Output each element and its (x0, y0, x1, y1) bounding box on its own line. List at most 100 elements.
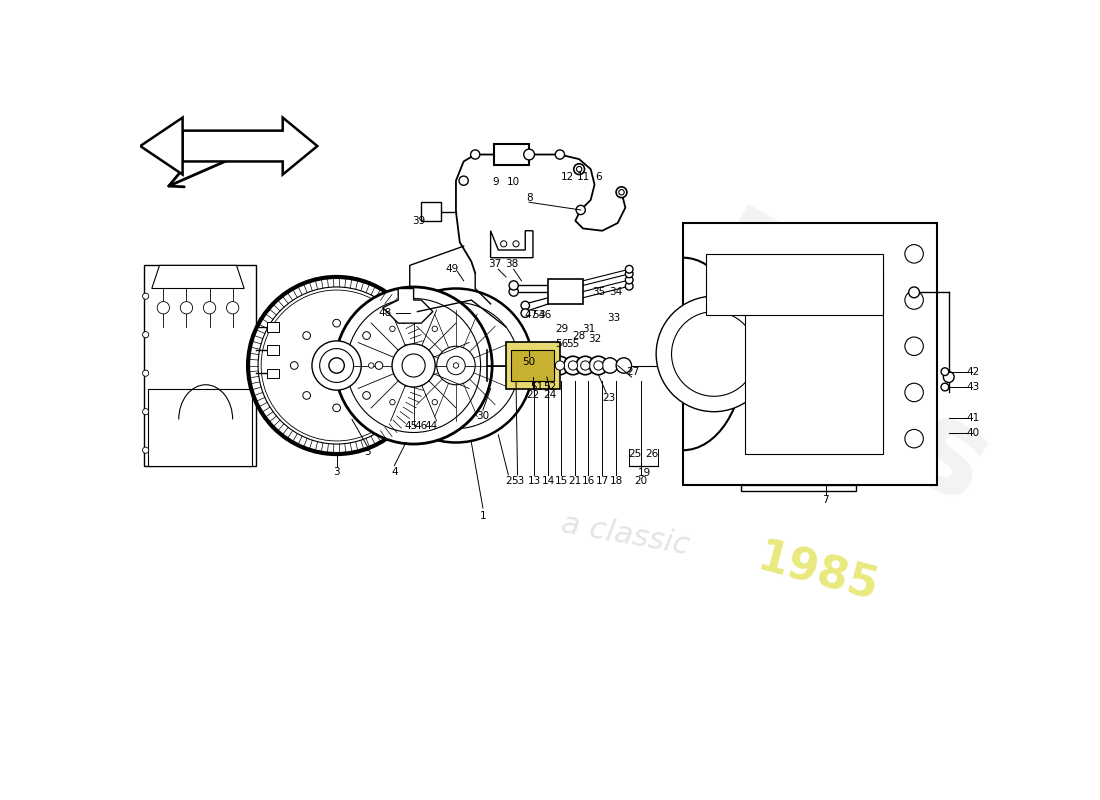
Text: 38: 38 (505, 259, 518, 269)
Polygon shape (144, 266, 255, 466)
Circle shape (346, 298, 481, 433)
Text: 25: 25 (628, 449, 641, 459)
Text: 51: 51 (530, 382, 543, 392)
Circle shape (616, 358, 631, 373)
Circle shape (513, 241, 519, 247)
Text: 32: 32 (587, 334, 602, 343)
Circle shape (671, 311, 757, 396)
Text: 15: 15 (554, 476, 568, 486)
Text: 5: 5 (364, 446, 371, 457)
Bar (267, 369, 279, 378)
Text: 48: 48 (378, 308, 392, 318)
Bar (548, 279, 583, 304)
Circle shape (625, 270, 634, 278)
Circle shape (905, 430, 923, 448)
Circle shape (143, 409, 148, 414)
Circle shape (556, 150, 564, 159)
Text: 39: 39 (412, 216, 426, 226)
Circle shape (143, 370, 148, 376)
Circle shape (332, 319, 341, 327)
Circle shape (905, 245, 923, 263)
Circle shape (625, 282, 634, 290)
Circle shape (576, 166, 582, 172)
Circle shape (368, 363, 374, 368)
Text: 7: 7 (822, 495, 829, 506)
Text: 24: 24 (543, 390, 557, 400)
Circle shape (453, 363, 459, 368)
Text: 16: 16 (582, 476, 595, 486)
Text: Eur: Eur (678, 200, 943, 423)
Text: 52: 52 (543, 382, 557, 392)
Circle shape (471, 150, 480, 159)
Circle shape (909, 287, 920, 298)
Text: 20: 20 (635, 476, 647, 486)
Bar (745, 270, 883, 454)
Text: 18: 18 (609, 476, 623, 486)
Circle shape (227, 302, 239, 314)
Text: 1985: 1985 (752, 537, 883, 610)
Text: 22: 22 (526, 390, 540, 400)
Circle shape (363, 332, 371, 339)
Circle shape (312, 341, 361, 390)
Circle shape (459, 176, 469, 186)
Circle shape (940, 368, 948, 375)
Circle shape (157, 302, 169, 314)
Bar (512, 350, 553, 381)
Circle shape (574, 164, 584, 174)
Circle shape (258, 287, 415, 444)
Text: 45: 45 (405, 421, 418, 430)
Text: 43: 43 (967, 382, 980, 392)
Text: 44: 44 (425, 421, 438, 430)
Text: 23: 23 (602, 393, 615, 403)
Text: 31: 31 (582, 323, 595, 334)
Circle shape (375, 362, 383, 370)
Circle shape (261, 290, 412, 441)
Text: ces: ces (748, 309, 1011, 530)
Circle shape (576, 356, 594, 374)
Circle shape (329, 358, 344, 373)
Polygon shape (491, 230, 534, 258)
Polygon shape (183, 118, 318, 174)
Circle shape (563, 356, 582, 374)
Circle shape (143, 447, 148, 454)
Text: 54: 54 (532, 310, 546, 321)
Text: 1: 1 (480, 510, 486, 521)
Text: 50: 50 (522, 357, 536, 366)
Text: 30: 30 (476, 410, 490, 421)
Text: 41: 41 (967, 413, 980, 423)
Bar (421, 202, 440, 221)
Text: 10: 10 (507, 178, 520, 187)
Circle shape (590, 356, 607, 374)
Circle shape (332, 404, 341, 412)
Circle shape (625, 266, 634, 273)
Text: 2: 2 (505, 476, 512, 486)
Bar (506, 342, 560, 389)
Bar (267, 322, 279, 332)
Text: 55: 55 (566, 339, 580, 349)
Circle shape (320, 349, 353, 382)
Text: 19: 19 (638, 468, 651, 478)
Text: 46: 46 (415, 421, 428, 430)
Circle shape (905, 383, 923, 402)
Circle shape (551, 356, 569, 374)
Circle shape (616, 187, 627, 198)
Text: 35: 35 (592, 287, 605, 298)
Circle shape (378, 289, 534, 442)
Polygon shape (147, 389, 252, 466)
Text: 28: 28 (572, 331, 586, 342)
Circle shape (290, 362, 298, 370)
Circle shape (437, 346, 475, 385)
Circle shape (447, 356, 465, 374)
Circle shape (524, 149, 535, 160)
Circle shape (521, 309, 529, 318)
Polygon shape (152, 266, 244, 289)
Text: 8: 8 (526, 193, 532, 202)
Circle shape (619, 190, 624, 195)
Text: 11: 11 (576, 172, 590, 182)
Circle shape (625, 276, 634, 284)
Circle shape (180, 302, 192, 314)
Text: 14: 14 (541, 476, 556, 486)
Circle shape (509, 287, 518, 296)
Circle shape (336, 287, 492, 444)
Circle shape (302, 391, 310, 399)
